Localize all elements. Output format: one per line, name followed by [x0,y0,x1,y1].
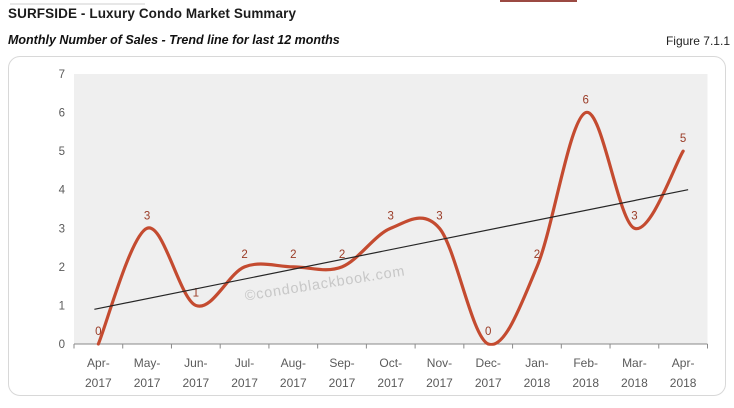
plot-area [74,74,708,344]
y-axis-tick-label: 3 [59,223,65,235]
x-axis-label-month: Oct- [379,356,402,370]
x-axis-label-month: May- [134,356,161,370]
data-label: 3 [631,210,637,222]
figure-number-label: Figure 7.1.1 [665,34,730,48]
y-axis-tick-label: 7 [59,69,65,81]
x-axis-label-month: Mar- [622,356,647,370]
y-axis-tick-label: 0 [59,339,65,351]
x-axis-label-year: 2017 [134,376,161,390]
x-axis-label-year: 2017 [231,376,258,390]
x-axis-label-month: Jul- [235,356,254,370]
x-axis-label-month: Jun- [184,356,207,370]
y-axis-tick-label: 1 [59,300,65,312]
x-axis-label-month: Apr- [87,356,110,370]
chart-panel: 0 1 2 3 4 5 6 7 Apr- 2017 May- 2017 Jun- 2017 Jul- 2017… [8,56,726,396]
data-label: 2 [339,249,345,261]
data-label: 6 [582,95,588,107]
x-axis-label-year: 2017 [377,376,404,390]
x-axis-label-year: 2017 [329,376,356,390]
x-axis-label-year: 2017 [280,376,307,390]
data-label: 0 [95,326,101,338]
data-label: 5 [680,133,686,145]
x-axis-label-month: Aug- [281,356,306,370]
data-label: 3 [388,210,394,222]
data-label: 3 [144,210,150,222]
y-axis-tick-label: 2 [59,262,65,274]
x-axis-label-year: 2017 [182,376,209,390]
data-label: 3 [436,210,442,222]
y-axis-tick-label: 5 [59,146,65,158]
data-label: 2 [241,249,247,261]
y-axis-tick-label: 6 [59,108,65,120]
chart-subtitle: Monthly Number of Sales - Trend line for… [8,33,340,47]
data-label: 2 [534,249,540,261]
x-axis-label-year: 2018 [572,376,599,390]
x-axis-label-year: 2017 [475,376,502,390]
page-title: SURFSIDE - Luxury Condo Market Summary [8,6,297,21]
x-axis-label-month: Nov- [427,356,452,370]
x-axis-label-year: 2017 [426,376,453,390]
x-axis-label-month: Dec- [476,356,501,370]
x-axis-label-year: 2018 [621,376,648,390]
x-axis-label-month: Apr- [672,356,695,370]
screenshot-edge-artifact [10,3,145,5]
x-axis-label-year: 2018 [670,376,697,390]
data-label: 2 [290,249,296,261]
x-axis-label-year: 2017 [85,376,112,390]
trend-line [94,189,689,310]
sales-series-line [96,110,685,346]
x-axis-label-year: 2018 [524,376,551,390]
y-axis-tick-label: 4 [59,185,66,197]
x-axis-label-month: Jan- [525,356,548,370]
x-axis-label-month: Sep- [329,356,354,370]
x-axis-label-month: Feb- [573,356,598,370]
screenshot-edge-artifact-red [500,0,577,2]
data-label: 1 [193,287,199,299]
monthly-sales-line-chart: 0 1 2 3 4 5 6 7 Apr- 2017 May- 2017 Jun- 2017 Jul- 2017… [59,69,708,390]
data-label: 0 [485,326,491,338]
